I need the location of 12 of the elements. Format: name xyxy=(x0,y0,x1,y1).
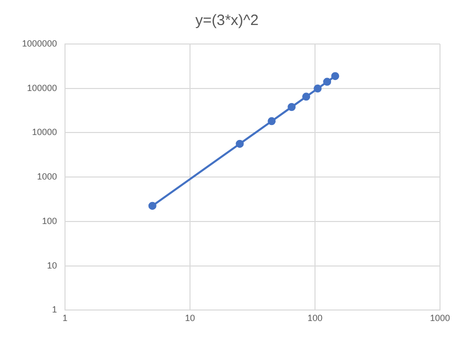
y-tick-label: 10000 xyxy=(32,127,58,138)
x-tick-label: 10 xyxy=(185,313,196,324)
y-tick-label: 1000000 xyxy=(22,38,58,48)
x-tick-label: 1000 xyxy=(430,313,450,324)
y-tick-label: 10 xyxy=(47,260,58,270)
x-tick-label: 1 xyxy=(62,313,68,324)
y-tick-label: 1000 xyxy=(37,172,58,182)
y-tick-label: 1 xyxy=(52,304,58,315)
y-tick-label: 100000 xyxy=(26,82,58,93)
y-tick-label: 100 xyxy=(42,216,58,226)
x-tick-label: 100 xyxy=(307,313,323,324)
chart-title: y=(3*x)^2 xyxy=(195,12,259,30)
